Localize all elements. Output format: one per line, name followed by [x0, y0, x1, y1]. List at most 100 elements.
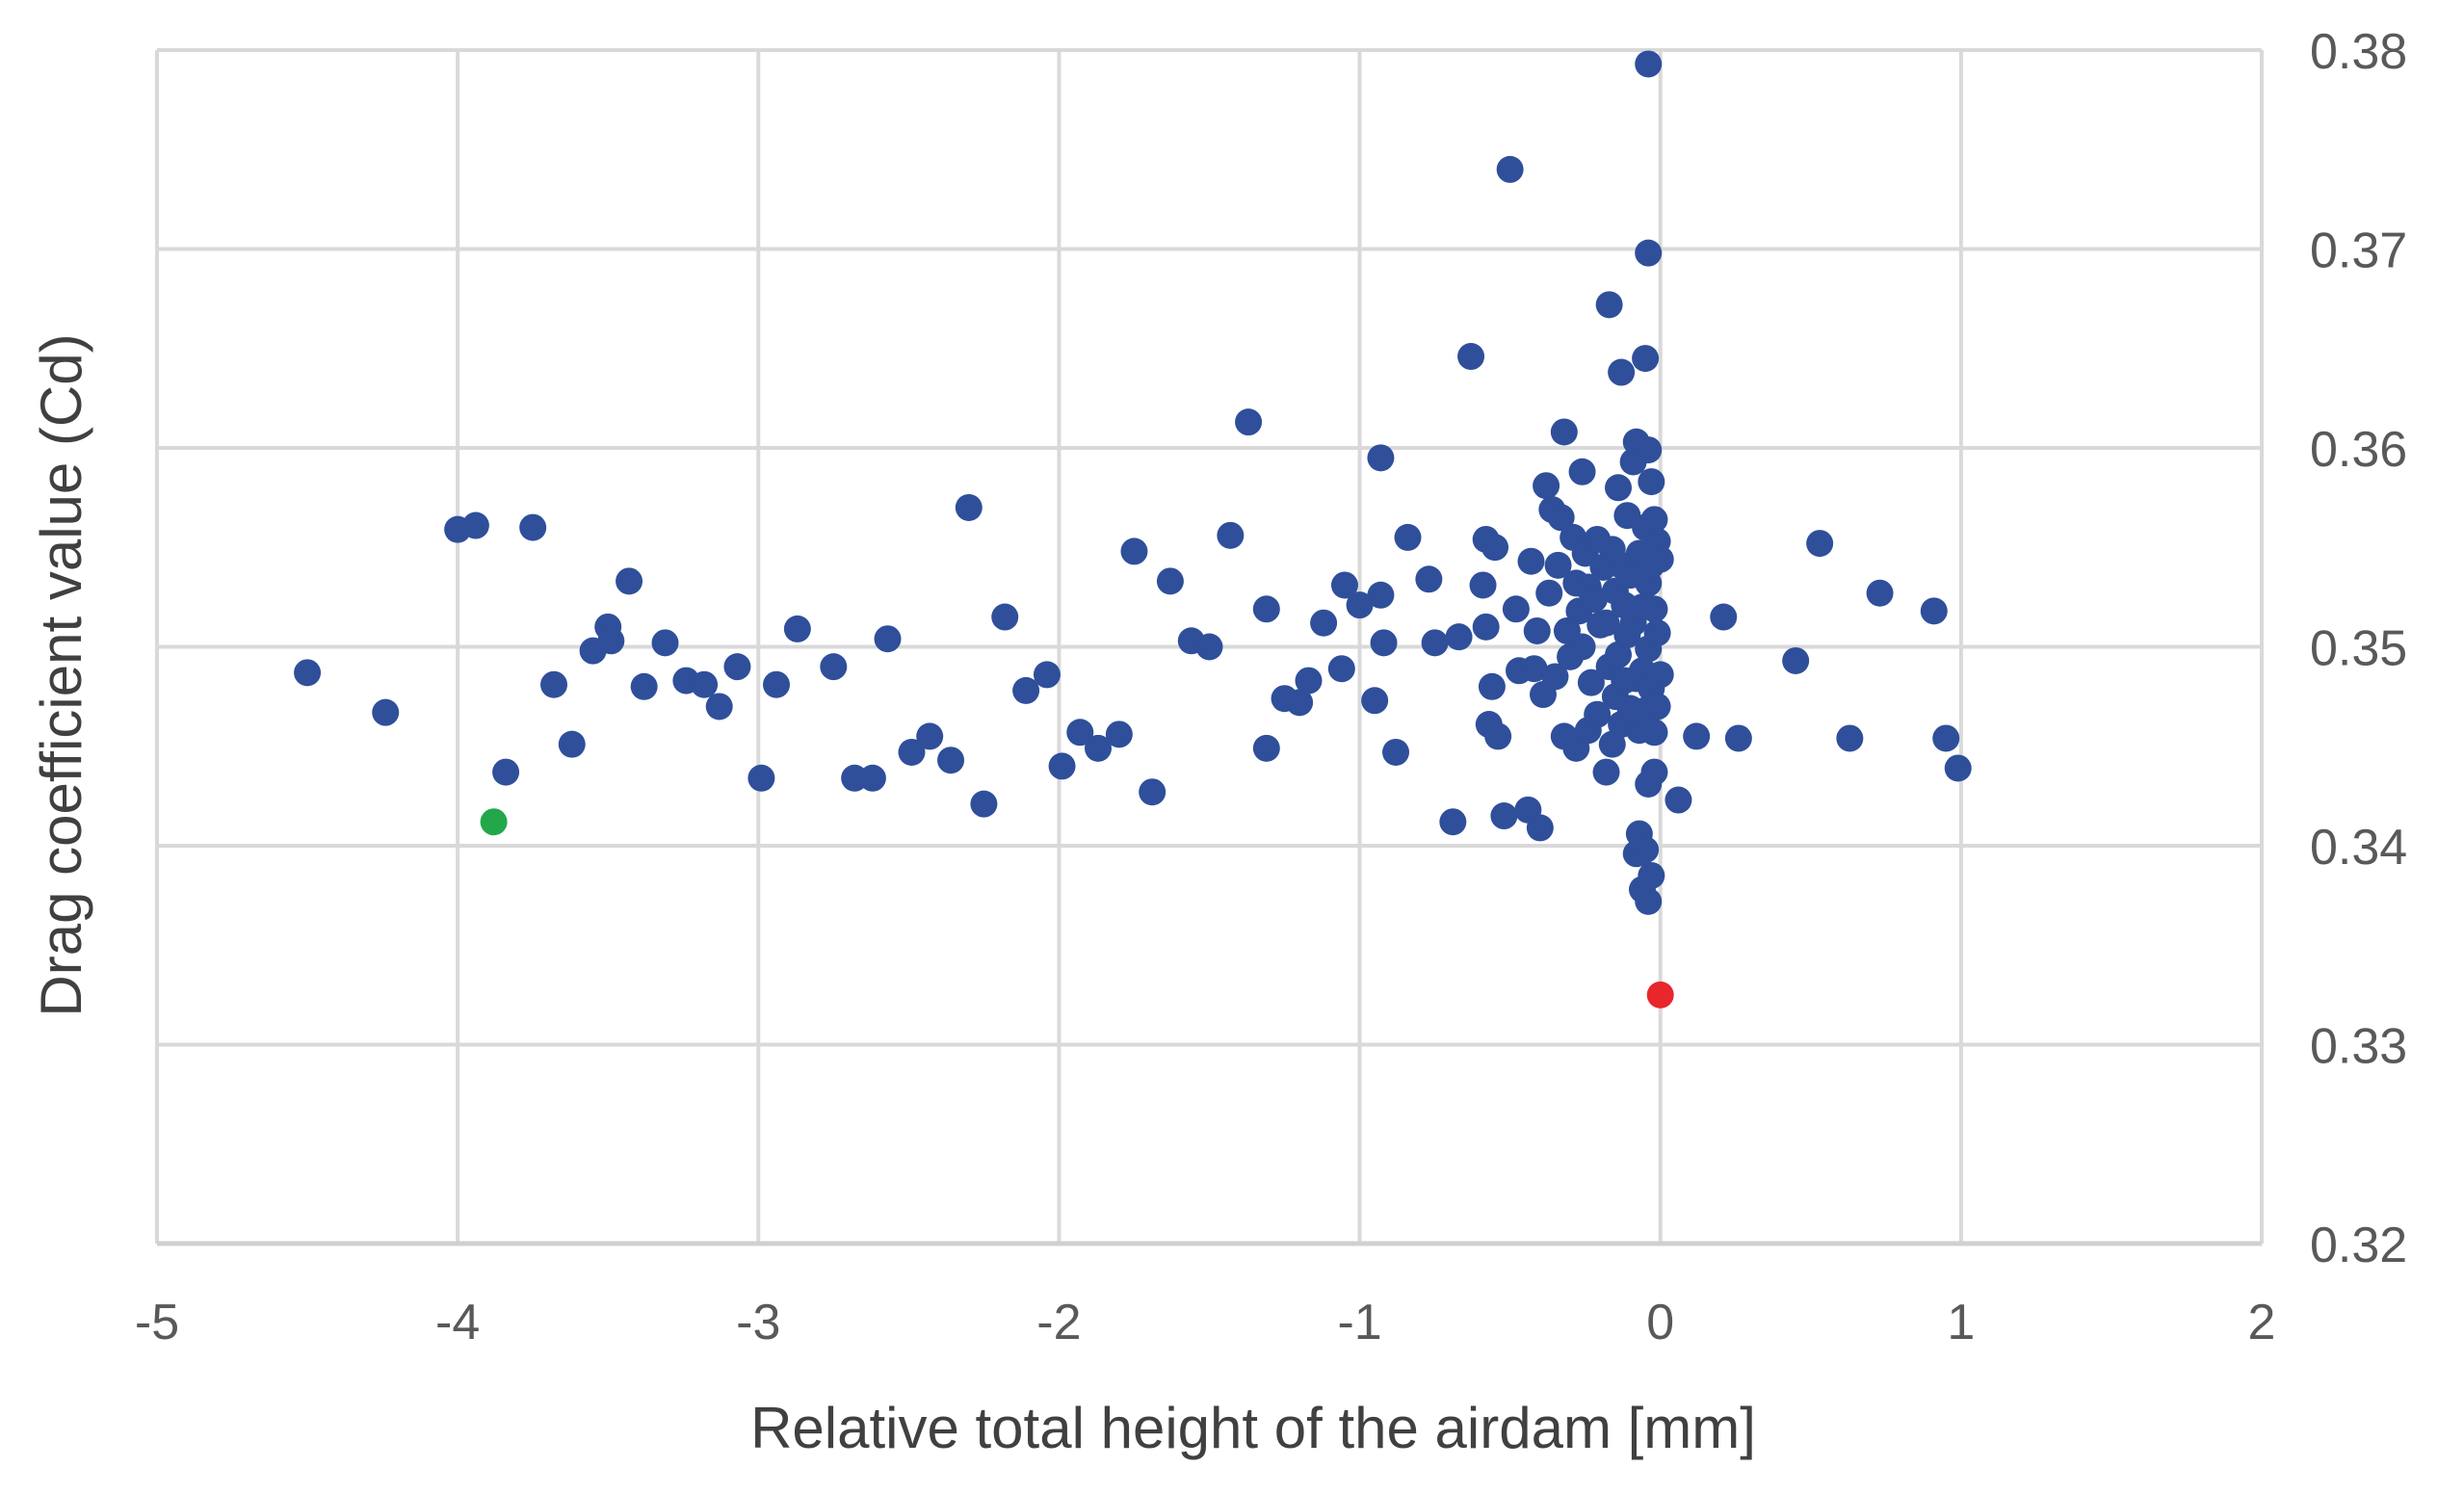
data-point	[1012, 676, 1040, 704]
data-point	[1421, 629, 1449, 657]
x-tick-label: -3	[736, 1295, 780, 1350]
data-point	[955, 493, 983, 521]
data-point	[1643, 619, 1671, 647]
data-point	[1638, 861, 1665, 889]
data-point	[1608, 358, 1636, 386]
y-tick-label: 0.33	[2310, 1019, 2407, 1075]
y-tick-label: 0.38	[2310, 24, 2407, 80]
data-point	[858, 764, 886, 792]
data-point	[1782, 646, 1810, 674]
data-point	[1932, 724, 1960, 752]
data-point	[1544, 551, 1572, 579]
data-point	[1683, 722, 1711, 750]
data-point	[1310, 609, 1338, 637]
data-point	[1526, 814, 1554, 842]
data-point	[898, 738, 926, 766]
data-point	[1517, 547, 1545, 575]
data-point	[1367, 444, 1395, 472]
data-point	[1640, 595, 1668, 623]
data-point	[1541, 663, 1569, 691]
data-point	[1361, 687, 1389, 715]
data-point	[1635, 239, 1663, 267]
data-point	[1605, 474, 1633, 502]
x-tick-label: 1	[1947, 1295, 1975, 1350]
data-point	[558, 730, 586, 758]
data-point	[1866, 579, 1894, 607]
series-2	[480, 808, 508, 836]
data-point	[1286, 689, 1314, 717]
data-point	[1327, 655, 1355, 683]
data-point	[1235, 408, 1263, 436]
data-point	[597, 627, 625, 655]
data-point	[1295, 667, 1323, 695]
data-point	[1370, 629, 1398, 657]
data-point	[1646, 661, 1674, 689]
data-point	[1592, 758, 1620, 786]
data-point	[991, 603, 1019, 631]
data-point	[1120, 537, 1148, 565]
x-tick-label: -4	[435, 1295, 480, 1350]
data-point	[783, 615, 811, 642]
data-point	[1195, 633, 1223, 661]
data-point	[1502, 595, 1530, 623]
data-point	[1665, 786, 1692, 814]
data-point	[820, 653, 848, 681]
data-point	[1584, 700, 1612, 728]
y-tick-label: 0.35	[2310, 621, 2407, 677]
data-point	[1048, 752, 1076, 780]
data-point	[1481, 534, 1509, 562]
data-point	[691, 670, 719, 698]
data-point	[1496, 155, 1524, 183]
optimum-point	[480, 808, 508, 836]
y-tick-label: 0.36	[2310, 422, 2407, 478]
data-point	[1592, 609, 1620, 637]
data-point	[1640, 758, 1668, 786]
data-point	[1632, 836, 1660, 864]
data-point	[616, 567, 643, 595]
data-point	[1457, 343, 1485, 371]
data-point	[1415, 565, 1443, 593]
data-point	[1635, 436, 1663, 464]
data-point	[1568, 458, 1596, 485]
data-point	[1568, 633, 1596, 661]
data-point	[1085, 734, 1113, 762]
data-point	[763, 670, 791, 698]
data-point	[1635, 887, 1663, 915]
series-0	[294, 50, 1972, 915]
data-point	[1478, 672, 1506, 700]
data-point	[1944, 754, 1972, 782]
data-point	[1382, 738, 1410, 766]
data-point	[540, 670, 568, 698]
data-point	[1535, 579, 1563, 607]
data-point	[519, 513, 547, 541]
data-point	[1033, 661, 1061, 689]
data-point	[1472, 613, 1500, 641]
y-tick-label: 0.37	[2310, 223, 2407, 279]
data-point	[1724, 724, 1752, 752]
x-tick-label: -2	[1036, 1295, 1081, 1350]
data-point	[492, 758, 520, 786]
data-point	[1484, 722, 1512, 750]
data-point	[1445, 623, 1473, 651]
series-1	[1646, 981, 1674, 1009]
data-point	[1806, 530, 1834, 558]
data-point	[630, 672, 658, 700]
baseline-point	[1646, 981, 1674, 1009]
data-point	[1836, 724, 1864, 752]
data-point	[937, 747, 965, 774]
data-point	[1643, 693, 1671, 721]
data-point	[1635, 50, 1663, 78]
data-point	[705, 693, 733, 721]
data-point	[1710, 603, 1738, 631]
x-tick-label: -5	[135, 1295, 179, 1350]
data-point	[723, 653, 751, 681]
data-point	[1632, 345, 1660, 373]
data-point	[1469, 571, 1497, 599]
data-point	[1156, 567, 1184, 595]
data-point	[747, 764, 775, 792]
data-point	[1550, 418, 1578, 446]
data-point	[372, 698, 400, 726]
data-point	[1439, 808, 1467, 836]
data-point	[1638, 468, 1665, 496]
